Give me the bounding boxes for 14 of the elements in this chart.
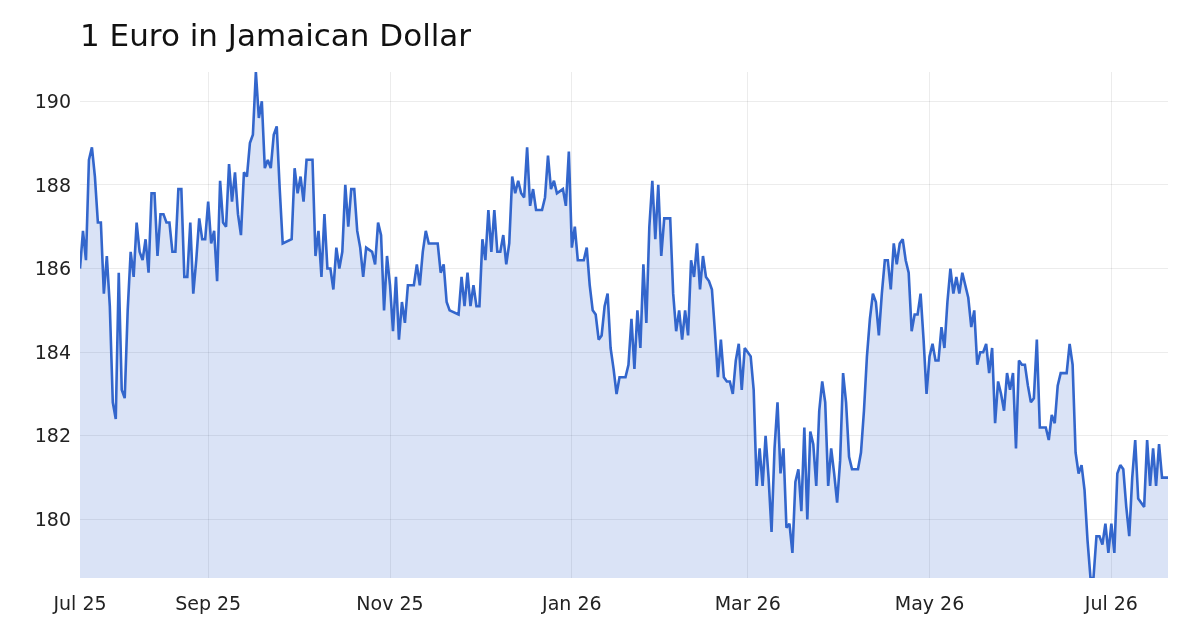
y-tick-label: 180 (34, 508, 71, 531)
x-tick-label: Sep 25 (175, 592, 242, 614)
y-tick-label: 188 (34, 173, 71, 196)
y-tick-label: 186 (34, 257, 71, 280)
x-tick-label: Jul 26 (1083, 592, 1138, 614)
x-tick-label: Mar 26 (714, 592, 781, 614)
x-tick-label: Jul 25 (52, 592, 107, 614)
y-tick-label: 182 (34, 424, 71, 447)
x-tick-label: Nov 25 (356, 592, 424, 614)
x-tick-label: May 26 (894, 592, 965, 614)
chart-title: 1 Euro in Jamaican Dollar (80, 16, 472, 53)
x-tick-label: Jan 26 (541, 592, 602, 614)
y-tick-label: 190 (34, 89, 71, 112)
y-tick-label: 184 (34, 340, 71, 363)
